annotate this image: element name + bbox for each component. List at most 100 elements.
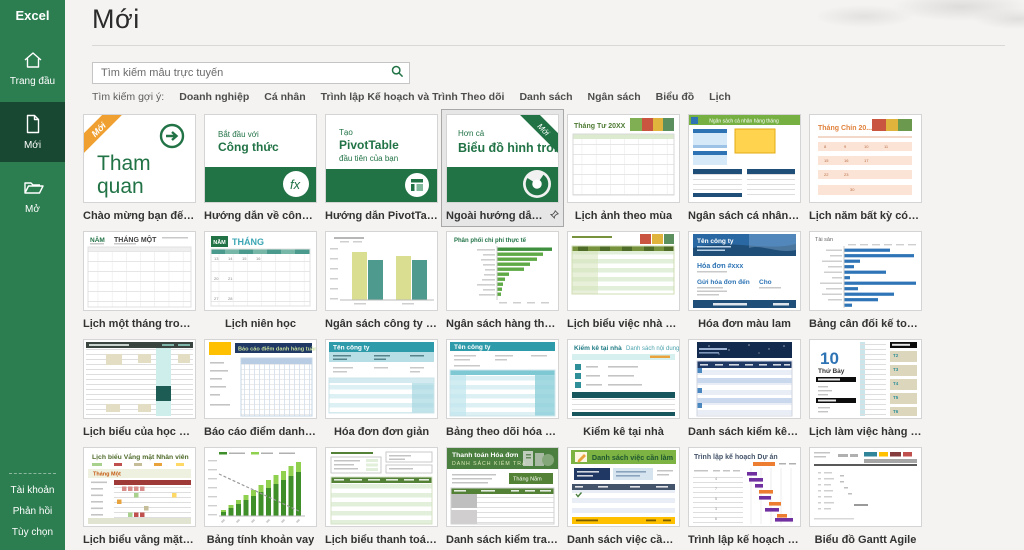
template-thumbnail: Hơn cả Biểu đồ hình tròn Mới	[446, 114, 559, 203]
template-tile-blue-invoice[interactable]: Tên công ty Hóa đơn #xxx Gửi hóa đơn đến…	[688, 231, 801, 330]
search-button[interactable]	[385, 63, 409, 83]
template-tile-home-inventory[interactable]: Kiểm kê tại nhà Danh sách nội dung Kiểm …	[567, 339, 680, 438]
svg-text:9: 9	[844, 144, 847, 149]
sidebar-item-account[interactable]: Tài khoản	[10, 485, 55, 496]
template-tile-inventory-list[interactable]: Danh sách kiểm kê kèm th...	[688, 339, 801, 438]
template-tile-pivottable-tutorial[interactable]: Tạo PivotTable đầu tiên của bạn Hướng dẫ…	[325, 114, 438, 222]
template-tile-student-schedule[interactable]: Lịch biểu của học viên	[83, 339, 196, 438]
template-tile-daily-schedule[interactable]: 10 Thứ Bảy T2 T3 T4 T5 T6 Lịch làm việc hàng…	[809, 339, 922, 438]
svg-text:28: 28	[228, 296, 233, 301]
svg-text:22: 22	[824, 172, 829, 177]
template-thumbnail	[809, 447, 922, 527]
suggested-searches-label: Tìm kiếm gợi ý:	[92, 91, 165, 103]
template-tile-formula-tutorial[interactable]: Bắt đầu với Công thức fx Hướng dẫn về cô…	[204, 114, 317, 222]
template-thumbnail	[325, 447, 438, 527]
sidebar-item-new[interactable]: Mới	[0, 102, 65, 162]
template-tile-seasonal-photo-calendar[interactable]: Tháng Tư 20XX Lịch ảnh theo mùa	[567, 114, 680, 222]
svg-text:21: 21	[228, 276, 233, 281]
template-thumbnail: Thanh toán Hóa đơn DANH SÁCH KIỂM TRA Th…	[446, 447, 559, 527]
template-caption: Danh sách việc cần làm	[567, 533, 680, 546]
suggestion-link-lists[interactable]: Danh sách	[519, 91, 573, 103]
template-caption: Bảng tính khoản vay	[206, 533, 315, 546]
template-thumbnail: Tên công ty Hóa đơn #xxx Gửi hóa đơn đến…	[688, 231, 801, 311]
template-tile-absence-schedule[interactable]: Lịch biểu Vắng mặt Nhân viên Tháng Một	[83, 447, 196, 546]
page-title: Mới	[92, 4, 140, 34]
template-tile-balance-sheet[interactable]: Tài sản	[809, 231, 922, 330]
svg-text:THÁNG MỘT: THÁNG MỘT	[114, 235, 157, 244]
suggestion-link-business[interactable]: Doanh nghiệp	[179, 91, 250, 103]
template-thumbnail: Tháng Tư 20XX	[567, 114, 680, 203]
template-thumbnail: Tên công ty	[446, 339, 559, 419]
sidebar-item-open[interactable]: Mở	[0, 166, 65, 226]
svg-text:10: 10	[864, 144, 869, 149]
template-tile-loan-payment-schedule[interactable]: Lịch biểu thanh toán khoả...	[325, 447, 438, 546]
sidebar-item-options[interactable]: Tùy chọn	[11, 527, 54, 538]
sidebar-item-feedback[interactable]: Phản hồi	[12, 506, 53, 517]
template-tile-academic-calendar[interactable]: NĂM THÁNG 13 14 15 16 20 21 27 28 Lịch niên học	[204, 231, 317, 330]
template-thumbnail	[325, 231, 438, 311]
template-thumbnail: Ngân sách cá nhân hàng tháng	[688, 114, 801, 203]
svg-text:Danh sách việc cần làm: Danh sách việc cần làm	[592, 453, 673, 462]
suggested-searches: Tìm kiếm gợi ý: Doanh nghiệp Cá nhân Trì…	[92, 91, 1024, 103]
template-caption: Hướng dẫn PivotTable	[325, 209, 438, 222]
svg-text:Tên công ty: Tên công ty	[333, 345, 370, 352]
sidebar-item-label: Mới	[23, 140, 42, 151]
svg-text:Hóa đơn #xxx: Hóa đơn #xxx	[697, 263, 743, 270]
svg-text:Thứ Bảy: Thứ Bảy	[818, 368, 845, 375]
search-input[interactable]	[92, 62, 410, 84]
template-caption: Ngân sách công ty hàng th...	[325, 317, 438, 330]
svg-text:15: 15	[242, 256, 247, 261]
template-thumbnail: 10 Thứ Bảy T2 T3 T4 T5 T6	[809, 339, 922, 419]
template-tile-invoice-tracker[interactable]: Tên công ty Bảng theo dõi hóa đơn bán...	[446, 339, 559, 438]
svg-text:T3: T3	[893, 367, 899, 372]
template-tile-bill-pay-checklist[interactable]: Thanh toán Hóa đơn DANH SÁCH KIỂM TRA Th…	[446, 447, 559, 546]
template-tile-any-year-calendar[interactable]: Tháng Chín 20... 8 9 10 11 15 16 17 22 23 30 Lịch…	[809, 114, 922, 222]
template-tile-pie-chart-tutorial[interactable]: Hơn cả Biểu đồ hình tròn Mới Ngoài hướng…	[446, 114, 559, 222]
suggestion-link-planners[interactable]: Trình lập Kế hoạch và Trình Theo dõi	[320, 91, 505, 103]
suggestion-link-budgets[interactable]: Ngân sách	[587, 91, 641, 103]
template-tile-todo-list[interactable]: Danh sách việc cần làm Danh s	[567, 447, 680, 546]
template-thumbnail: Kiểm kê tại nhà Danh sách nội dung	[567, 339, 680, 419]
template-tile-company-budget[interactable]: Ngân sách công ty hàng th...	[325, 231, 438, 330]
template-tile-agile-gantt[interactable]: Biểu đồ Gantt Agile	[809, 447, 922, 546]
svg-text:13: 13	[214, 256, 219, 261]
svg-text:Tham: Tham	[97, 152, 151, 175]
template-thumbnail: Tạo PivotTable đầu tiên của bạn	[325, 114, 438, 203]
svg-text:16: 16	[844, 158, 849, 163]
template-tile-personal-budget[interactable]: Ngân sách cá nhân hàng tháng Ngân sách c…	[688, 114, 801, 222]
template-tile-loan-calculator[interactable]: Bảng tính khoản vay	[204, 447, 317, 546]
sidebar: Excel Trang đầu Mới Mở Tài khoản Phản hồ…	[0, 0, 65, 550]
sidebar-footer: Tài khoản Phản hồi Tùy chọn	[0, 473, 65, 550]
template-caption: Chào mừng bạn đến với Ex...	[83, 209, 196, 222]
template-tile-simple-invoice[interactable]: Tên công ty Hóa đơn đơn giản	[325, 339, 438, 438]
template-caption: Lịch biểu việc nhà hàng tuần	[567, 317, 680, 330]
svg-text:6: 6	[715, 517, 717, 521]
sidebar-nav: Trang đầu Mới Mở	[0, 38, 65, 230]
template-tile-attendance-report[interactable]: Báo cáo điểm danh hàng tuần Báo cáo điểm…	[204, 339, 317, 438]
suggestion-link-personal[interactable]: Cá nhân	[264, 91, 306, 103]
template-tile-chore-schedule[interactable]: Lịch biểu việc nhà hàng tuần	[567, 231, 680, 330]
backstage-new-page: Mới Tìm kiếm gợi ý: Doanh nghiệp Cá nhân…	[65, 0, 1024, 550]
template-caption: Ngoài hướng dẫn biểu đồ...	[446, 209, 547, 222]
svg-text:27: 27	[214, 296, 219, 301]
template-tile-welcome[interactable]: Mới Tham quan Chào mừng bạn đến với Ex..…	[83, 114, 196, 222]
svg-text:4: 4	[715, 477, 717, 481]
suggestion-link-calendars[interactable]: Lịch	[709, 91, 731, 103]
template-caption: Trình lập kế hoạch dự án G...	[688, 533, 801, 546]
sidebar-item-home[interactable]: Trang đầu	[0, 38, 65, 98]
svg-text:Danh sách nội dung: Danh sách nội dung	[626, 346, 679, 352]
svg-text:3: 3	[715, 507, 717, 511]
template-caption: Ngân sách hàng tháng tro...	[446, 317, 559, 330]
home-icon	[22, 49, 44, 71]
template-tile-month-calendar[interactable]: NĂM THÁNG MỘT Lịch một tháng trong năm..…	[83, 231, 196, 330]
template-tile-monthly-budget[interactable]: Phân phối chi phí thực tế	[446, 231, 559, 330]
svg-text:Thanh toán Hóa đơn: Thanh toán Hóa đơn	[452, 452, 518, 459]
svg-text:THÁNG: THÁNG	[232, 237, 264, 247]
template-thumbnail: Tên công ty	[325, 339, 438, 419]
suggestion-link-charts[interactable]: Biểu đồ	[655, 91, 695, 103]
svg-text:Bắt đầu với: Bắt đầu với	[218, 130, 259, 139]
title-divider	[92, 45, 1005, 46]
template-tile-project-planner[interactable]: Trình lập kế hoạch Dự án 4 7 5 3 6	[688, 447, 801, 546]
pin-icon[interactable]	[550, 209, 559, 222]
svg-text:fx: fx	[290, 177, 301, 192]
